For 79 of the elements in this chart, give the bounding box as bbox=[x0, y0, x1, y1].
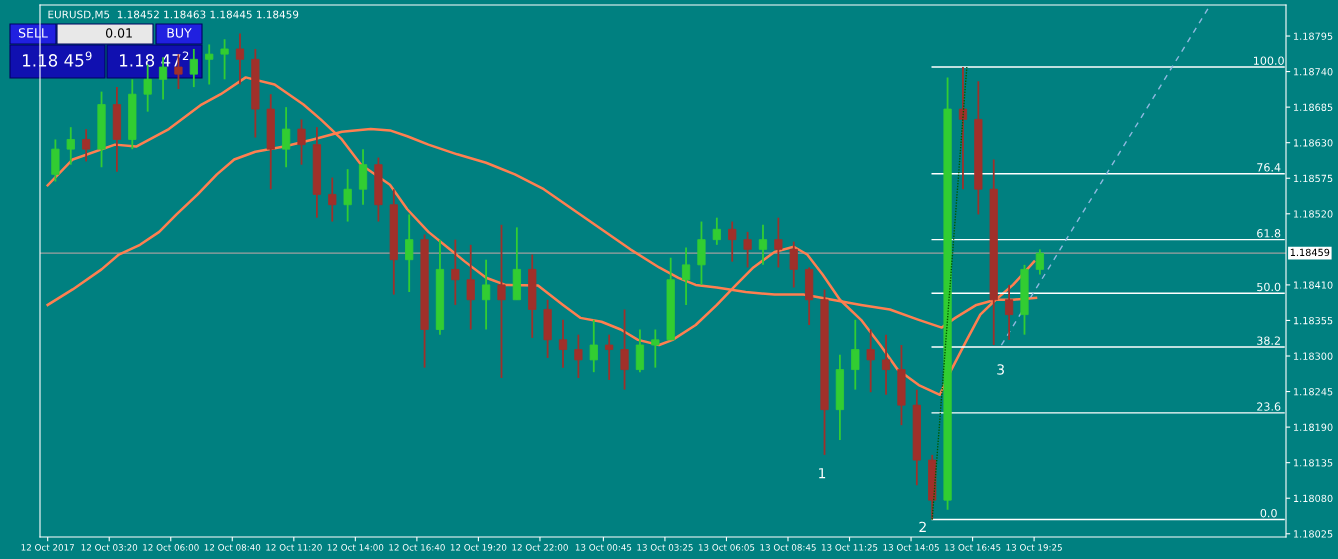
candlestick bbox=[758, 223, 768, 266]
candlestick bbox=[1035, 248, 1044, 276]
candlestick bbox=[328, 176, 337, 223]
candlestick bbox=[558, 318, 568, 369]
annotation: 61.8 bbox=[1257, 229, 1281, 238]
candlestick bbox=[405, 213, 414, 293]
x-tick-label: 13 Oct 06:05 bbox=[698, 544, 755, 551]
annotation: 100.0 bbox=[1254, 56, 1284, 65]
x-tick-label: 13 Oct 16:45 bbox=[945, 544, 1001, 551]
candlestick bbox=[189, 48, 198, 88]
candlestick bbox=[82, 128, 91, 163]
candlestick bbox=[282, 106, 291, 169]
x-tick-label: 12 Oct 14:00 bbox=[327, 544, 384, 551]
annotation: 0.0 bbox=[1260, 508, 1277, 518]
candlestick bbox=[297, 118, 306, 166]
candlestick bbox=[466, 243, 475, 331]
x-tick-label: 12 Oct 19:20 bbox=[450, 544, 507, 551]
annotation: 76.4 bbox=[1257, 163, 1281, 172]
x-tick-label: 13 Oct 00:45 bbox=[575, 544, 632, 551]
x-tick-label: 12 Oct 11:20 bbox=[266, 544, 322, 551]
x-tick-label: 13 Oct 19:25 bbox=[1006, 544, 1062, 551]
chart-title: EURUSD,M5 1.18452 1.18463 1.18445 1.18459 bbox=[48, 10, 299, 20]
annotation: 0.01 bbox=[105, 28, 132, 38]
x-tick-label: 12 Oct 16:40 bbox=[389, 544, 445, 551]
candlestick bbox=[881, 333, 891, 396]
y-tick-label: 1.18080 bbox=[1294, 494, 1333, 503]
annotation: 2 bbox=[919, 521, 926, 532]
candlestick bbox=[789, 240, 798, 289]
ref-line-label: 1.18459 bbox=[1290, 248, 1330, 257]
candlestick bbox=[866, 328, 875, 394]
x-tick-label: 12 Oct 03:20 bbox=[81, 544, 138, 551]
candlestick bbox=[481, 258, 491, 331]
candlestick bbox=[620, 308, 629, 391]
y-tick-label: 1.18410 bbox=[1294, 281, 1333, 289]
candlestick bbox=[451, 238, 460, 306]
x-tick-label: 12 Oct 22:00 bbox=[512, 544, 568, 551]
x-tick-label: 12 Oct 08:40 bbox=[204, 544, 261, 551]
annotation: 50.0 bbox=[1257, 282, 1281, 292]
y-tick-label: 1.18300 bbox=[1294, 352, 1333, 360]
x-tick-label: 13 Oct 11:25 bbox=[821, 544, 878, 551]
x-tick-label: 12 Oct 06:00 bbox=[143, 544, 199, 551]
candlestick bbox=[497, 223, 506, 379]
candlestick bbox=[235, 32, 245, 86]
candlestick bbox=[851, 318, 860, 391]
y-tick-label: 1.18245 bbox=[1294, 388, 1333, 396]
candlestick bbox=[651, 328, 660, 369]
y-tick-label: 1.18190 bbox=[1294, 423, 1333, 431]
annotation: 1 bbox=[819, 468, 826, 479]
candlestick bbox=[205, 43, 214, 86]
candlestick bbox=[1005, 283, 1014, 341]
y-tick-label: 1.18135 bbox=[1294, 459, 1333, 467]
x-tick-label: 13 Oct 03:25 bbox=[637, 544, 693, 551]
y-tick-label: 1.18795 bbox=[1294, 32, 1333, 40]
y-tick-label: 1.18520 bbox=[1294, 210, 1333, 218]
y-tick-label: 1.18025 bbox=[1294, 530, 1333, 538]
candlestick bbox=[343, 168, 352, 223]
candlestick bbox=[743, 230, 752, 269]
y-tick-label: 1.18740 bbox=[1294, 68, 1333, 76]
x-tick-label: 12 Oct 2017 bbox=[21, 544, 74, 551]
annotation: 3 bbox=[997, 364, 1004, 375]
x-tick-label: 13 Oct 14:05 bbox=[883, 544, 939, 551]
candlestick bbox=[589, 318, 598, 374]
annotation: 38.2 bbox=[1257, 336, 1280, 345]
annotation: 23.6 bbox=[1257, 402, 1281, 411]
candlestick bbox=[574, 333, 583, 379]
candlestick bbox=[605, 333, 614, 381]
y-tick-label: 1.18630 bbox=[1294, 139, 1333, 147]
candlestick bbox=[774, 216, 783, 269]
x-tick-label: 13 Oct 08:45 bbox=[760, 544, 816, 551]
y-tick-label: 1.18575 bbox=[1294, 174, 1333, 183]
candlestick bbox=[728, 220, 737, 263]
annotation: BUY bbox=[167, 28, 192, 38]
candlestick bbox=[958, 66, 968, 191]
y-tick-label: 1.18685 bbox=[1294, 103, 1333, 111]
candlestick bbox=[220, 38, 229, 81]
candlestick bbox=[66, 126, 75, 166]
y-tick-label: 1.18355 bbox=[1294, 316, 1333, 325]
candlestick bbox=[712, 216, 721, 246]
candlestick bbox=[681, 246, 691, 306]
